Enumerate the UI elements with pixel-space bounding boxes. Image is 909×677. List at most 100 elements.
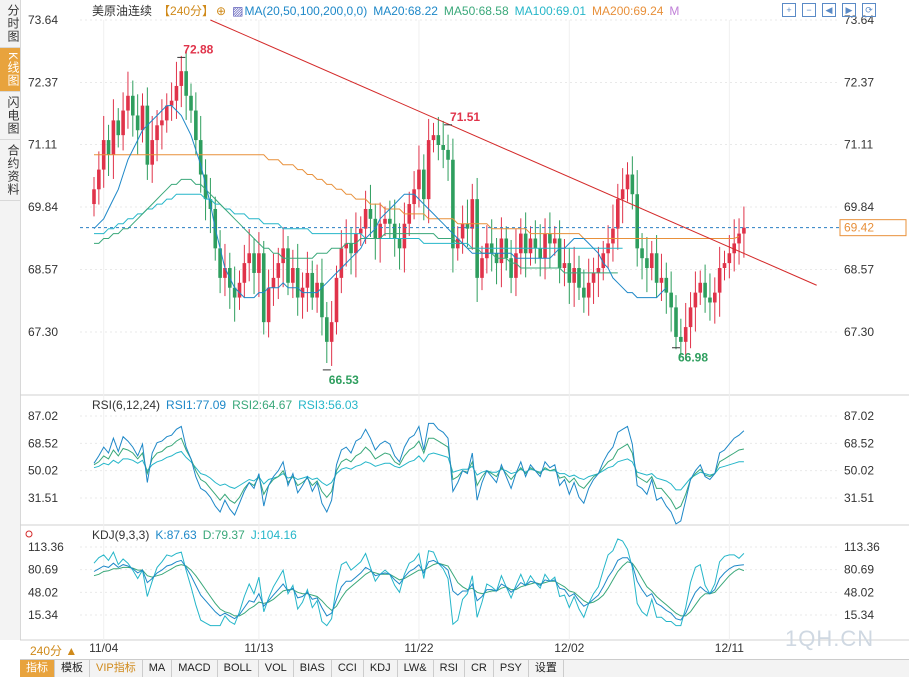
price-tick-right: 72.37 (844, 75, 874, 89)
candle-body (174, 85, 179, 101)
candle-body (596, 268, 601, 273)
tab-template[interactable]: 模板 (55, 660, 90, 677)
candle-body (693, 292, 698, 308)
tab-vip-indicator[interactable]: VIP指标 (90, 660, 143, 677)
candle-body (543, 233, 547, 259)
candle-body (160, 120, 164, 126)
candle-body (737, 233, 741, 244)
candle-body (688, 307, 693, 328)
ma50-line (94, 178, 618, 274)
kdj-d-value: D:79.37 (202, 528, 245, 542)
candle-body (577, 268, 581, 288)
candle-body (344, 243, 348, 249)
candle-body (257, 253, 261, 273)
candle-body (422, 169, 426, 200)
zoom-in-icon[interactable]: + (782, 3, 796, 17)
candle-body (509, 258, 513, 278)
kdj-j-value: J:104.16 (250, 528, 297, 542)
candle-body (649, 253, 654, 269)
last-price-label: 69.42 (844, 221, 874, 235)
tab-kdj[interactable]: KDJ (364, 660, 398, 677)
candle-body (742, 227, 746, 234)
candle-body (601, 253, 606, 269)
candle-body (334, 277, 339, 323)
tab-psy[interactable]: PSY (494, 660, 529, 677)
tab-ma[interactable]: MA (143, 660, 173, 677)
rsi-tick-left: 68.52 (28, 436, 58, 450)
tab-time-chart[interactable]: 分时图 (0, 0, 20, 48)
ma-params[interactable]: MA(20,50,100,200,0,0) (244, 4, 368, 18)
date-label: 11/22 (404, 641, 433, 655)
kdj-tick-right: 15.34 (844, 608, 874, 622)
candle-body (106, 140, 111, 155)
candle-body (446, 149, 450, 160)
candle-body (620, 189, 625, 200)
scroll-right-icon[interactable]: ▶ (842, 3, 856, 17)
candle-body (97, 169, 101, 190)
tab-boll[interactable]: BOLL (218, 660, 259, 677)
candle-body (378, 223, 382, 239)
ma-settings-icon[interactable]: ▨ (232, 4, 244, 18)
price-tick-left: 71.11 (28, 138, 57, 152)
toggle-icon[interactable]: ⊕ (216, 4, 227, 18)
price-tick-left: 73.64 (28, 13, 58, 27)
candle-body (310, 272, 315, 298)
candle-body (291, 268, 295, 283)
tab-bias[interactable]: BIAS (294, 660, 332, 677)
tab-indicator[interactable]: 指标 (20, 660, 55, 677)
tab-macd[interactable]: MACD (172, 660, 218, 677)
candle-body (392, 223, 397, 239)
candle-body (237, 282, 242, 298)
date-label: 11/13 (244, 641, 273, 655)
kdj-k-line (93, 557, 744, 621)
candle-body (514, 253, 518, 278)
tab-flash-chart[interactable]: 闪电图 (0, 92, 20, 141)
candle-body (140, 105, 145, 131)
candle-body (552, 238, 557, 244)
candle-body (625, 174, 630, 190)
tab-cci[interactable]: CCI (332, 660, 364, 677)
rsi-tick-left: 50.02 (28, 464, 58, 478)
candle-body (640, 248, 644, 259)
period-selector[interactable]: 240分 ▲ (30, 644, 78, 658)
candle-body (286, 248, 290, 283)
candle-body (635, 194, 639, 249)
tab-cr[interactable]: CR (465, 660, 494, 677)
candle-body (116, 120, 121, 136)
scroll-left-icon[interactable]: ◀ (822, 3, 836, 17)
candle-body (397, 238, 402, 249)
date-label: 11/04 (89, 641, 118, 655)
candle-body (358, 228, 363, 234)
price-tick-right: 69.84 (844, 200, 874, 214)
candle-body (295, 268, 300, 298)
rsi-tick-right: 68.52 (844, 436, 874, 450)
rsi-params[interactable]: RSI(6,12,24) (92, 398, 161, 412)
reset-icon[interactable]: ⟳ (862, 3, 876, 17)
rsi1-line (93, 422, 745, 525)
candle-body (383, 218, 387, 224)
tab-vol[interactable]: VOL (259, 660, 294, 677)
rsi2-value: RSI2:64.67 (232, 398, 293, 412)
candle-body (349, 243, 353, 254)
tab-contract-info[interactable]: 合约资料 (0, 140, 20, 202)
tab-rsi[interactable]: RSI (434, 660, 465, 677)
ma-extra: M (669, 4, 680, 18)
rsi-tick-left: 87.02 (28, 409, 58, 423)
last-price-box (839, 219, 907, 237)
candle-body (451, 159, 455, 249)
candle-body (485, 243, 489, 259)
candle-body (431, 135, 436, 141)
candle-body (92, 189, 96, 205)
kdj-settings-icon (25, 530, 33, 538)
tab-settings[interactable]: 设置 (529, 660, 564, 677)
period-label[interactable]: 【240分】 (158, 4, 215, 18)
kdj-params[interactable]: KDJ(9,3,3) (92, 528, 150, 542)
candle-body (232, 287, 237, 298)
candle-body (664, 277, 669, 293)
trendline (210, 19, 817, 286)
candle-body (131, 95, 135, 116)
tab-lw[interactable]: LW& (398, 660, 434, 677)
tab-kline-chart[interactable]: K线图 (0, 48, 20, 93)
zoom-out-icon[interactable]: − (802, 3, 816, 17)
